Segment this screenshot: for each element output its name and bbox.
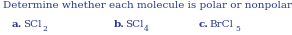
Text: 5: 5 — [235, 25, 240, 33]
Text: SCl: SCl — [23, 20, 41, 29]
Text: 2: 2 — [42, 25, 47, 33]
Text: BrCl: BrCl — [210, 20, 234, 29]
Text: a.: a. — [12, 20, 22, 29]
Text: SCl: SCl — [125, 20, 143, 29]
Text: 4: 4 — [144, 25, 149, 33]
Text: Determine whether each molecule is polar or nonpolar.: Determine whether each molecule is polar… — [3, 1, 292, 10]
Text: c.: c. — [199, 20, 208, 29]
Text: b.: b. — [114, 20, 125, 29]
